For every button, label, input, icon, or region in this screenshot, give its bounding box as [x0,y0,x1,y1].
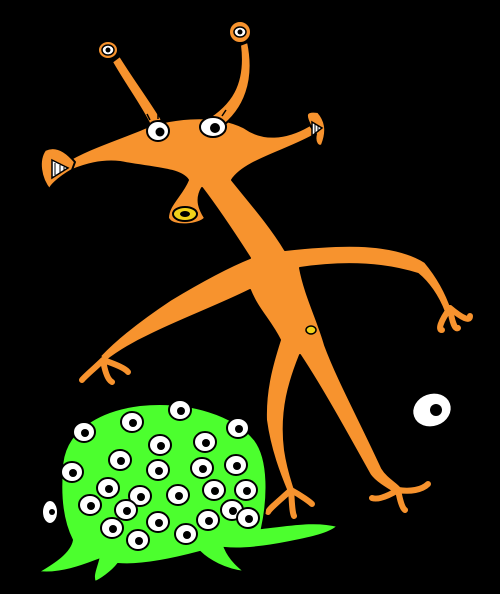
head-eye-lashes [146,108,227,121]
green-blob [35,399,340,584]
stalk-eyes [95,14,249,56]
floating-eye [411,391,453,429]
hand-mouths [51,120,324,180]
head-eyes [146,108,227,142]
right-fingers [437,305,473,333]
left-fingers [79,357,131,385]
left-eye-stalk [111,55,163,126]
floating-eye-pupil [430,404,442,416]
stalk-eye-lashes [95,14,249,43]
creature-navel [305,325,317,335]
right-foot [369,481,431,513]
left-foot [265,487,315,519]
orange-creature-body [65,117,453,495]
right-eye-stalk [204,41,252,129]
